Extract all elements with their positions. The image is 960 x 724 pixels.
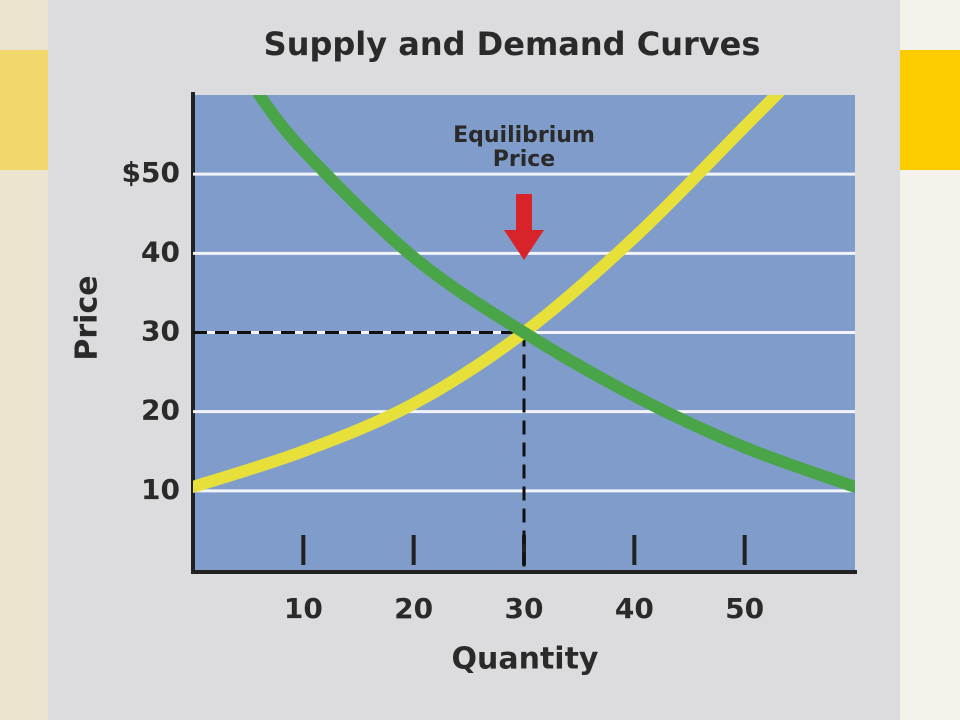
y-tick-label: 20 xyxy=(141,394,180,427)
x-tick-label: 30 xyxy=(505,592,544,625)
y-tick-label: 40 xyxy=(141,235,180,268)
chart-title: Supply and Demand Curves xyxy=(264,25,761,63)
y-axis-label: Price xyxy=(70,275,105,360)
x-tick-label: 50 xyxy=(725,592,764,625)
curves xyxy=(193,95,855,493)
yellow-band xyxy=(0,50,48,170)
x-axis-label: Quantity xyxy=(452,642,599,677)
x-tick-label: 10 xyxy=(284,592,323,625)
y-tick-label: 30 xyxy=(141,315,180,348)
annotation: Equilibrium xyxy=(453,123,595,148)
yellow-band xyxy=(900,50,960,170)
arrow xyxy=(504,194,544,260)
annotation: Price xyxy=(493,147,555,172)
y-tick-label: 10 xyxy=(141,473,180,506)
curve xyxy=(253,95,855,493)
y-tick-label: $50 xyxy=(122,156,180,189)
x-tick-label: 20 xyxy=(394,592,433,625)
x-tick-label: 40 xyxy=(615,592,654,625)
